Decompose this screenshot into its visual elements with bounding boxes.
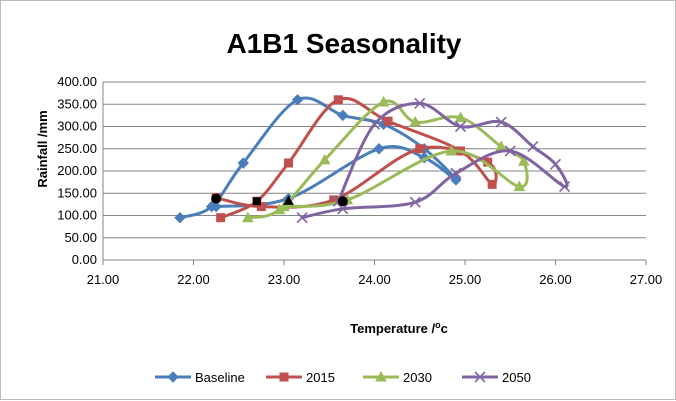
data-point	[445, 144, 458, 156]
data-point	[291, 94, 304, 106]
data-point	[558, 181, 571, 193]
x-axis-title-main: Temperature /	[350, 321, 435, 336]
highlight-point	[211, 193, 222, 204]
legend-label: 2050	[502, 370, 531, 385]
data-point	[409, 116, 422, 127]
data-point	[383, 116, 393, 126]
data-point	[216, 213, 226, 223]
data-point	[284, 158, 294, 168]
x-tick-label: 26.00	[539, 272, 572, 287]
data-point	[278, 200, 290, 212]
legend-label: Baseline	[195, 370, 245, 385]
data-point	[296, 212, 308, 224]
data-point	[174, 212, 186, 224]
data-point	[373, 143, 385, 155]
data-point	[333, 95, 343, 105]
axes: 0.00 50.00 100.00 150.00 200.00 250.00 300.00 3…	[57, 74, 662, 287]
y-tick-label: 400.00	[57, 74, 97, 89]
data-point	[527, 140, 539, 153]
data-point	[450, 167, 462, 179]
legend-label: 2015	[306, 370, 335, 385]
data-point	[504, 145, 516, 157]
data-point	[256, 202, 266, 212]
legend-item: 2030	[363, 370, 432, 385]
x-tick-label: 27.00	[630, 272, 663, 287]
y-tick-label: 250.00	[57, 141, 97, 156]
legend-marker	[279, 372, 289, 382]
highlight-point	[337, 196, 348, 207]
x-tick-label: 25.00	[449, 272, 482, 287]
data-point	[450, 174, 462, 186]
y-tick-label: 150.00	[57, 185, 97, 200]
legend-marker	[167, 371, 179, 383]
x-tick-label: 24.00	[358, 272, 391, 287]
data-point	[318, 153, 331, 165]
legend-label: 2030	[403, 370, 432, 385]
data-point	[409, 196, 421, 208]
legend-item: 2050	[462, 370, 531, 385]
highlight-point	[252, 197, 261, 206]
data-point	[549, 158, 562, 170]
series-2030	[241, 95, 530, 223]
y-tick-label: 0.00	[72, 252, 97, 267]
legend: Baseline 2015 2030 2050	[155, 370, 531, 385]
data-point	[517, 155, 530, 166]
x-axis-title-tail: c	[441, 321, 448, 336]
x-tick-label: 22.00	[177, 272, 210, 287]
data-point	[337, 203, 349, 215]
data-point	[487, 179, 497, 189]
y-tick-label: 300.00	[57, 119, 97, 134]
data-point	[495, 116, 507, 128]
data-point	[415, 144, 425, 154]
data-point	[454, 111, 467, 123]
data-point	[414, 97, 426, 109]
data-point	[241, 211, 254, 223]
x-axis-title: Temperature /oc	[350, 320, 448, 336]
data-point	[337, 109, 349, 122]
data-point	[210, 200, 222, 213]
legend-item: 2015	[266, 370, 335, 385]
x-tick-label: 21.00	[87, 272, 120, 287]
data-point	[368, 118, 381, 130]
y-tick-label: 100.00	[57, 208, 97, 223]
y-tick-label: 350.00	[57, 96, 97, 111]
y-axis-title: Rainfall /mm	[35, 110, 50, 187]
data-point	[377, 95, 390, 107]
data-point	[237, 157, 249, 169]
series-group	[174, 94, 571, 224]
x-axis-title-sup: o	[435, 320, 441, 330]
legend-marker	[474, 371, 486, 383]
legend-marker	[375, 370, 387, 382]
y-tick-label: 200.00	[57, 163, 97, 178]
chart-title: A1B1 Seasonality	[227, 28, 462, 59]
highlight-point	[283, 195, 294, 205]
y-tick-label: 50.00	[64, 230, 97, 245]
data-point	[454, 120, 467, 133]
data-point	[513, 180, 526, 192]
legend-item: Baseline	[155, 370, 245, 385]
series-2050	[296, 97, 571, 224]
x-tick-label: 23.00	[268, 272, 301, 287]
